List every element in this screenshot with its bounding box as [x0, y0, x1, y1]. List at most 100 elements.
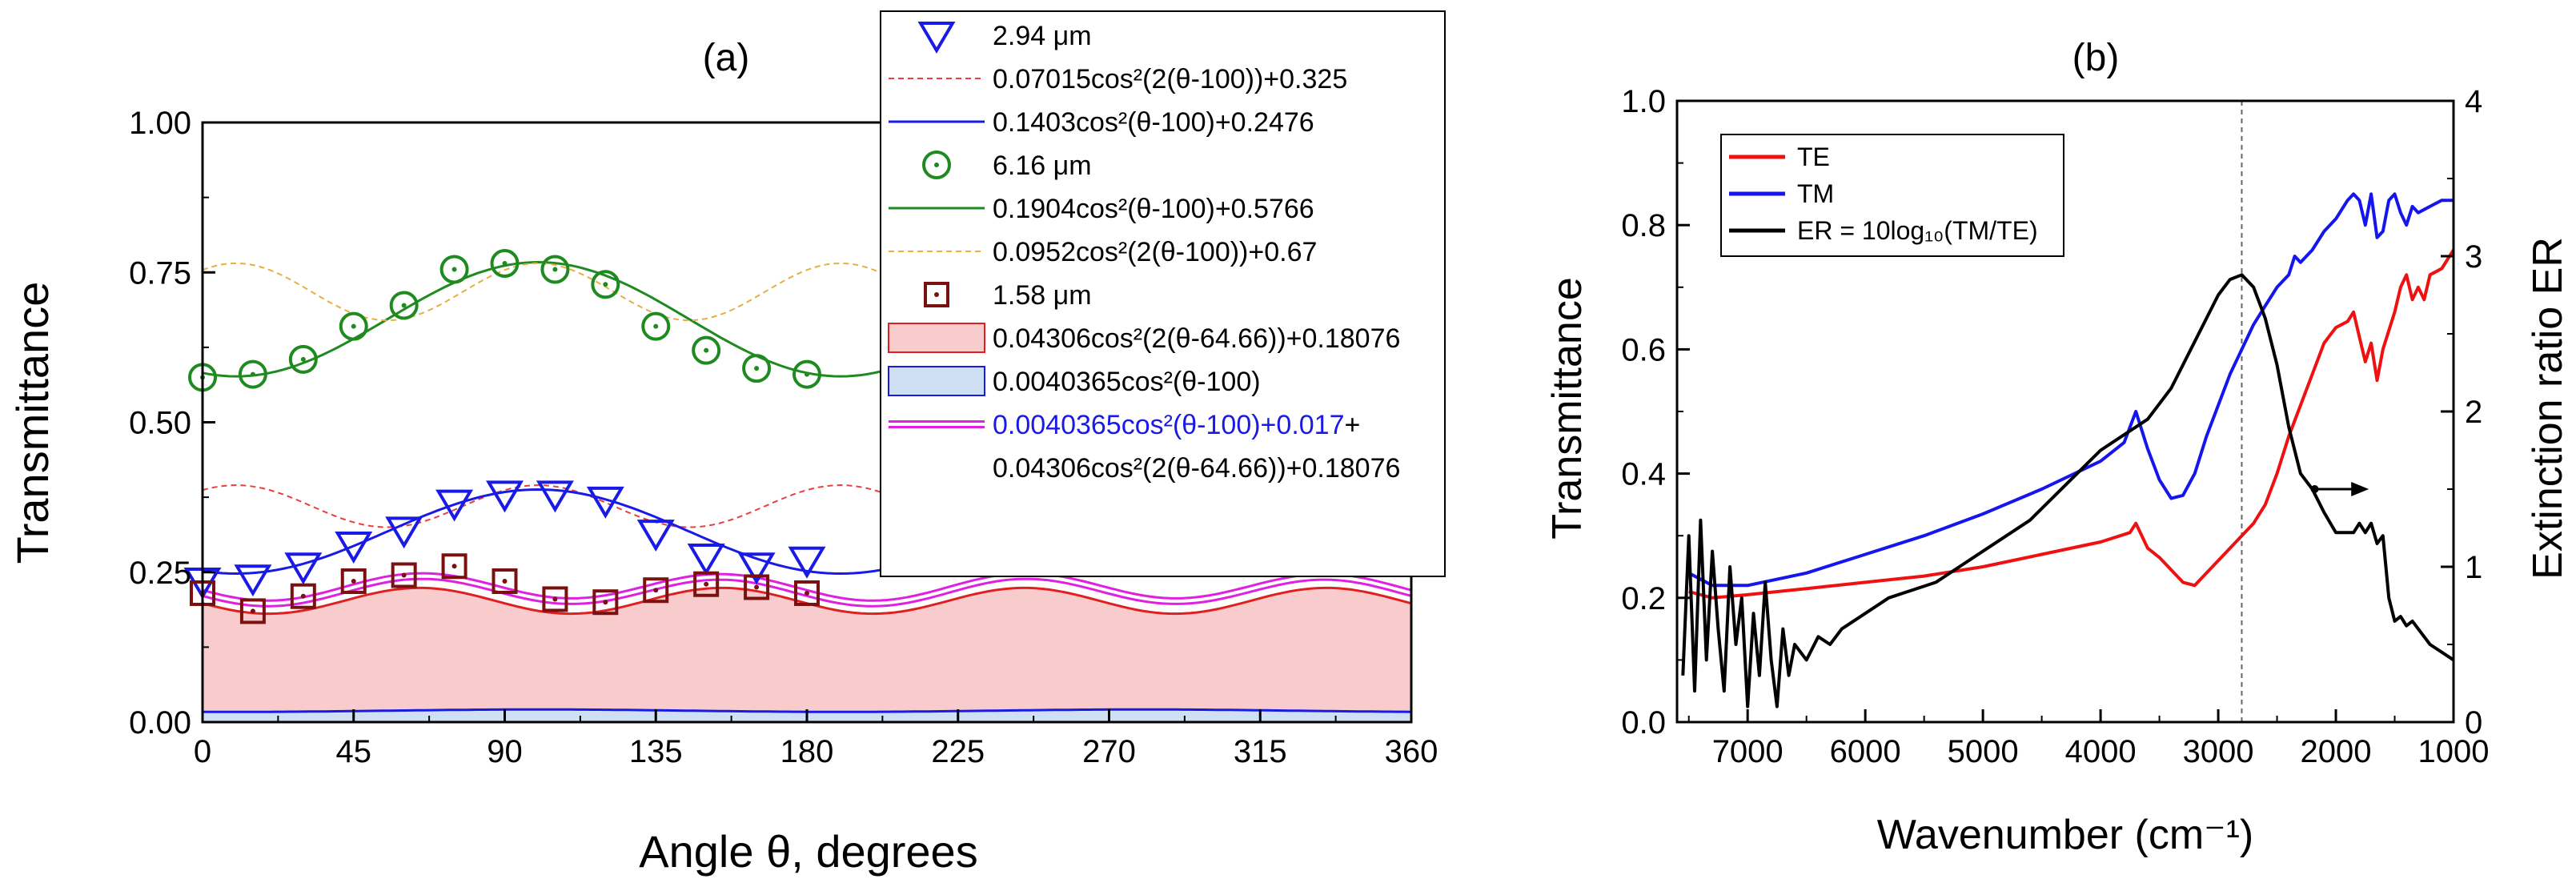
y2-tick-label: 2	[2465, 395, 2482, 430]
y-tick-label: 1.0	[1621, 84, 1666, 119]
x-tick-label: 315	[1234, 734, 1287, 769]
data-point-s0-3	[335, 532, 373, 564]
fit-fill-area-0	[203, 588, 1411, 722]
panel-b-title: (b)	[2072, 37, 2120, 79]
data-point-s1-4-dot	[401, 303, 407, 308]
x-tick-label: 3000	[2183, 734, 2254, 769]
data-point-s1-9	[641, 311, 671, 341]
data-point-s2-1	[239, 598, 266, 624]
data-point-s2-11-dot	[754, 584, 760, 590]
x-tick-label: 6000	[1830, 734, 1901, 769]
data-point-s2-12	[794, 580, 820, 606]
legend-symbol-fill-blue	[888, 366, 985, 396]
data-point-s1-1-dot	[250, 371, 255, 377]
data-point-s2-10	[693, 571, 720, 597]
legend-entry-fit-3: 0.1904cos²(θ-100)+0.5766	[993, 194, 1314, 224]
data-point-s1-6-dot	[502, 261, 508, 267]
legend-entry-fit-1: 0.07015cos²(2(θ-100))+0.325	[993, 64, 1347, 94]
data-point-s1-8	[591, 270, 620, 299]
panel-b-legend: TE TM ER = 10log₁₀(TM/TE)	[1720, 134, 2064, 257]
data-point-s2-5-dot	[451, 564, 457, 569]
legend-entry-fill-red: 0.04306cos²(2(θ-64.66))+0.18076	[993, 323, 1400, 354]
data-point-s2-4-dot	[401, 572, 407, 578]
data-point-s1-12-dot	[804, 371, 809, 377]
data-point-s1-12	[792, 359, 821, 389]
x-tick-label: 2000	[2301, 734, 2372, 769]
panel-b-y2-ticks: 0 1 2 3 4	[2441, 84, 2482, 740]
data-point-s2-6-dot	[502, 578, 508, 584]
x-tick-label: 90	[487, 734, 523, 769]
y-tick-label: 1.00	[129, 106, 191, 141]
legend-entry-te: TE	[1797, 142, 1830, 171]
legend-entry-6-16um: 6.16 μm	[993, 151, 1092, 181]
x-tick-label: 1000	[2418, 734, 2490, 769]
data-point-s1-6	[490, 249, 520, 279]
panel-a-legend: 2.94 μm 0.07015cos²(2(θ-100))+0.325 0.14…	[880, 10, 1446, 577]
legend-entry-sum-cont: 0.04306cos²(2(θ-64.66))+0.18076	[993, 453, 1400, 484]
data-point-s1-9-dot	[653, 323, 659, 329]
series-line-1	[1687, 192, 2454, 588]
legend-entry-1-58um: 1.58 μm	[993, 280, 1092, 311]
legend-entry-fill-blue: 0.0040365cos²(θ-100)	[993, 367, 1261, 397]
data-point-s2-3	[340, 568, 367, 594]
legend-symbol-1-58um	[924, 282, 949, 307]
panel-a-x-axis-label: Angle θ, degrees	[639, 826, 977, 877]
panel-a-title: (a)	[703, 37, 750, 79]
data-point-s0-7	[536, 480, 574, 513]
x-tick-label: 180	[780, 734, 834, 769]
data-point-s0-1	[234, 564, 272, 597]
legend-entry-fit-4: 0.0952cos²(2(θ-100))+0.67	[993, 237, 1317, 267]
legend-sum-part-1: 0.0040365cos²(θ-100)+0.017	[993, 410, 1345, 440]
data-point-s1-3	[339, 311, 368, 341]
x-tick-label: 225	[931, 734, 985, 769]
panel-b-y2-axis-label: Extinction ratio ER	[2525, 237, 2571, 580]
data-point-s2-11	[744, 574, 770, 600]
data-point-s0-11	[737, 552, 776, 585]
series-line-0	[1688, 249, 2455, 600]
panel-b: (b) 7000 6000 5000 4000 3000 2000 1000 0.00.20…	[1544, 37, 2571, 858]
data-point-s2-5	[441, 553, 467, 580]
y-tick-label: 0.25	[129, 556, 191, 591]
data-point-s2-2-dot	[300, 593, 306, 599]
data-point-s0-12	[788, 546, 826, 579]
panel-a-legend-box	[880, 10, 1446, 577]
legend-entry-2-94um: 2.94 μm	[993, 21, 1092, 51]
data-point-s1-5-dot	[451, 267, 457, 272]
y-tick-label: 0.0	[1621, 705, 1666, 740]
data-point-s2-12-dot	[804, 590, 809, 596]
x-tick-label: 7000	[1712, 734, 1784, 769]
y2-tick-label: 0	[2465, 705, 2482, 740]
x-tick-label: 45	[336, 734, 372, 769]
y-tick-label: 0.6	[1621, 332, 1666, 367]
panel-b-y-ticks: 0.0 0.2 0.4 0.6 0.8 1.0	[1621, 84, 1690, 740]
data-point-s1-10-dot	[704, 347, 709, 353]
data-point-s2-8	[592, 589, 619, 616]
y2-tick-label: 3	[2465, 239, 2482, 275]
data-point-s0-2	[284, 552, 323, 585]
legend-entry-fit-2: 0.1403cos²(θ-100)+0.2476	[993, 107, 1314, 138]
data-point-s0-9	[636, 520, 675, 552]
panel-b-series-lines	[1681, 192, 2455, 708]
arrow-head	[2351, 482, 2369, 496]
data-point-s2-3-dot	[351, 578, 356, 584]
data-point-s1-4	[389, 291, 419, 320]
x-tick-label: 270	[1082, 734, 1136, 769]
data-point-s2-10-dot	[704, 581, 709, 587]
panel-a-y-ticks: 0.00 0.25 0.50 0.75 1.00	[129, 106, 215, 740]
data-point-s2-1-dot	[250, 608, 255, 614]
data-point-s0-6	[486, 480, 524, 513]
y2-tick-label: 4	[2465, 84, 2482, 119]
data-point-s1-3-dot	[351, 323, 356, 329]
y-tick-label: 0.2	[1621, 581, 1666, 616]
data-point-s2-2	[290, 583, 316, 609]
panel-b-x-axis-label: Wavenumber (cm⁻¹)	[1877, 812, 2253, 858]
y-tick-label: 0.4	[1621, 457, 1666, 492]
y-tick-label: 0.50	[129, 406, 191, 441]
data-point-s2-9-dot	[653, 588, 659, 593]
series-line-2	[1681, 273, 2455, 708]
legend-entry-tm: TM	[1797, 179, 1834, 208]
data-point-s2-4	[391, 562, 417, 588]
panel-a-legend-symbols	[888, 22, 985, 428]
x-tick-label: 5000	[1948, 734, 2019, 769]
legend-entry-sum: 0.0040365cos²(θ-100)+0.017+	[993, 410, 1360, 440]
